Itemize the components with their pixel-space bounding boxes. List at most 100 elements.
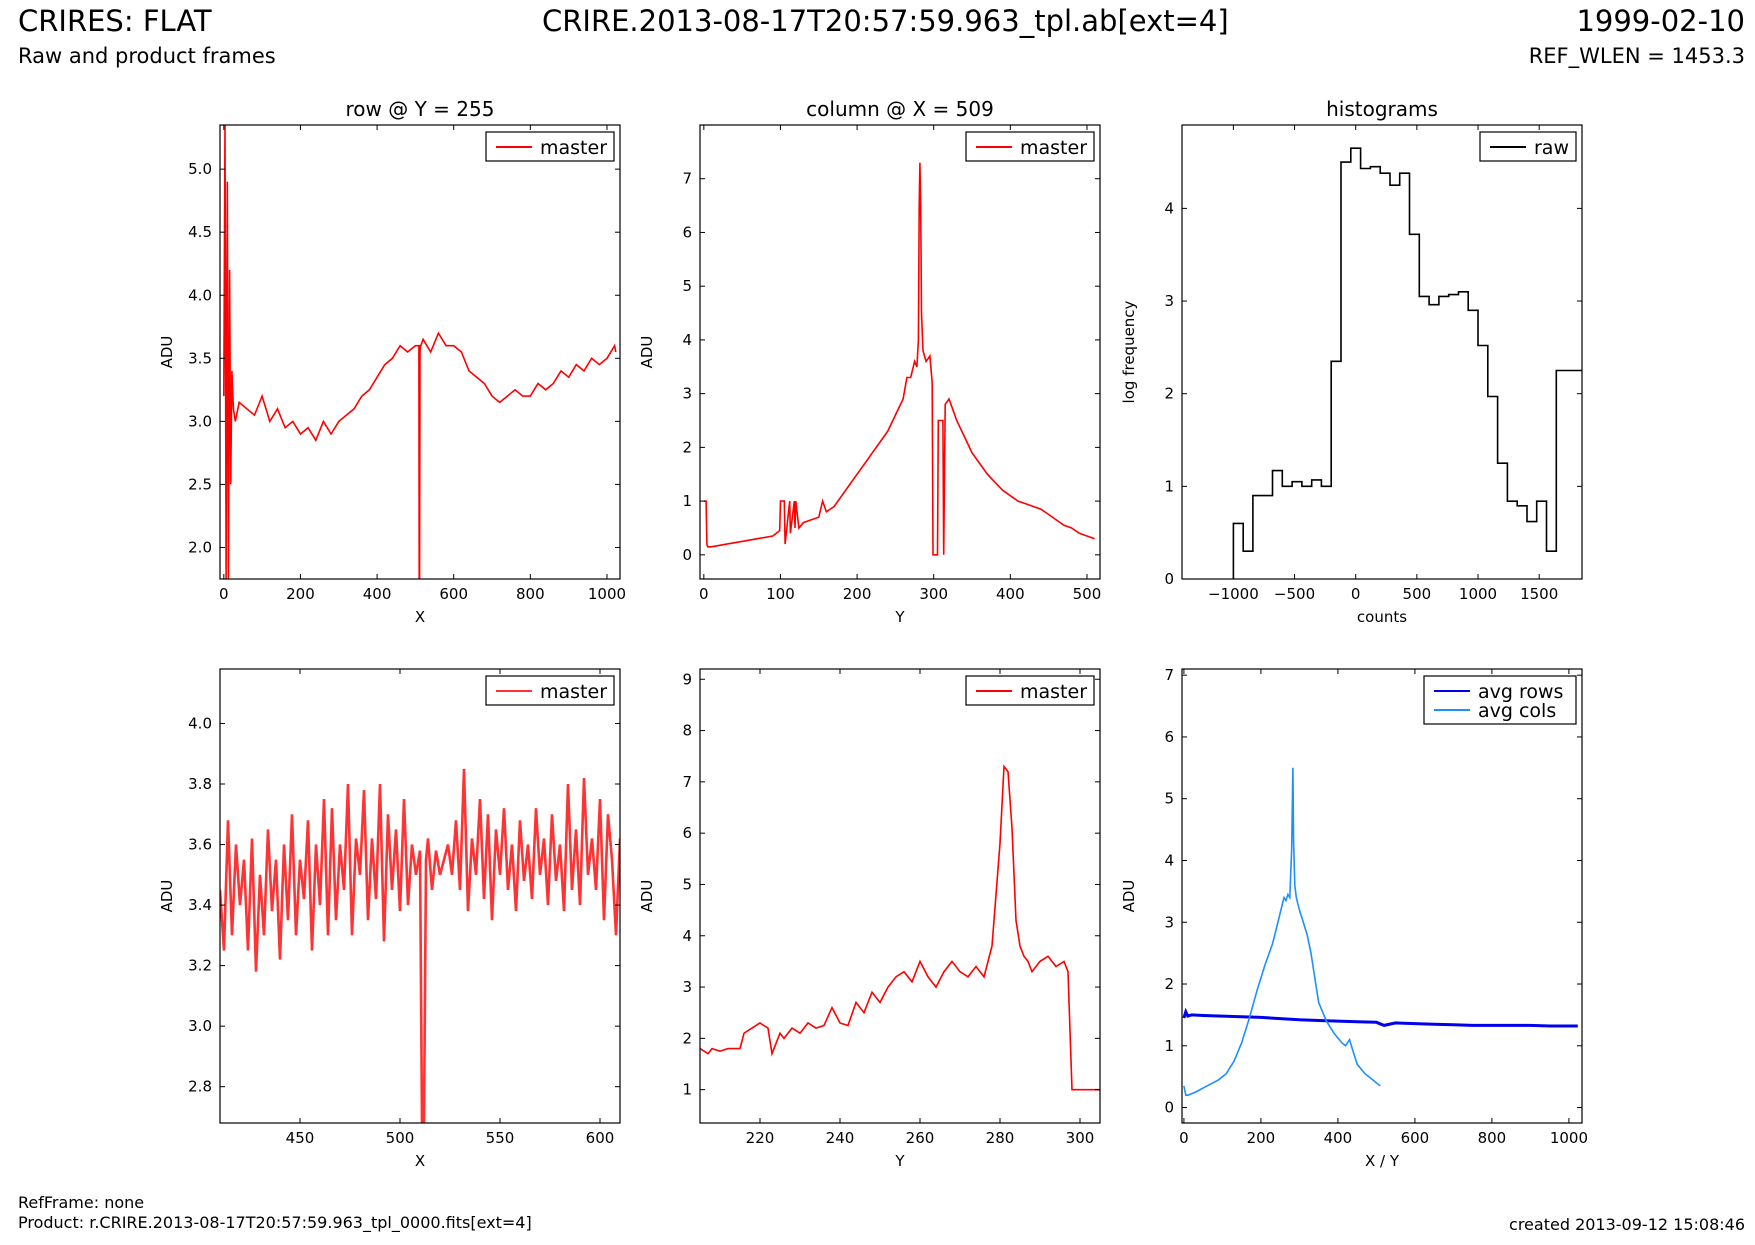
x-tick-label: 550 — [486, 1129, 515, 1147]
chart-panel-5 — [699, 668, 1101, 1124]
x-tick-label: 240 — [826, 1129, 855, 1147]
plot-frame — [219, 124, 621, 580]
y-tick-label: 2 — [682, 438, 692, 456]
x-tick-label: 260 — [906, 1129, 935, 1147]
legend-label: master — [1020, 137, 1087, 159]
product-note: Product: r.CRIRE.2013-08-17T20:57:59.963… — [18, 1213, 532, 1232]
x-axis-label: X — [415, 608, 425, 626]
y-tick-label: 2.0 — [188, 538, 212, 556]
y-tick-label: 0 — [1164, 1099, 1174, 1117]
y-tick-label: 4.5 — [188, 223, 212, 241]
y-tick-label: 7 — [682, 773, 692, 791]
y-tick-label: 6 — [682, 824, 692, 842]
y-tick-label: 1 — [682, 1081, 692, 1099]
plot-frame — [699, 668, 1101, 1124]
x-tick-label: 800 — [516, 585, 545, 603]
legend-label: avg rows — [1478, 681, 1563, 703]
y-tick-label: 6 — [682, 223, 692, 241]
y-axis-label: log frequency — [1120, 300, 1138, 403]
series-line-avg-rows — [1182, 1007, 1578, 1028]
x-tick-label: 0 — [1179, 1129, 1189, 1147]
y-tick-label: 4.0 — [188, 714, 212, 732]
y-tick-label: 5 — [682, 875, 692, 893]
x-tick-label: 500 — [1073, 585, 1102, 603]
y-axis-label: ADU — [158, 336, 176, 369]
y-tick-label: 3.6 — [188, 836, 212, 854]
y-tick-label: 1 — [1164, 477, 1174, 495]
x-tick-label: 500 — [386, 1129, 415, 1147]
x-tick-label: 400 — [996, 585, 1025, 603]
x-tick-label: 0 — [1351, 585, 1361, 603]
plot-title: histograms — [1326, 97, 1438, 121]
y-tick-label: 2 — [682, 1029, 692, 1047]
plot-frame — [1181, 668, 1583, 1124]
x-axis-label: Y — [894, 1152, 905, 1170]
y-tick-label: 6 — [1164, 728, 1174, 746]
y-axis-label: ADU — [638, 336, 656, 369]
series-line-master — [703, 162, 1095, 556]
y-tick-label: 4 — [682, 331, 692, 349]
y-axis-label: ADU — [638, 880, 656, 913]
legend-box — [1423, 675, 1577, 725]
x-axis-label: X — [415, 1152, 425, 1170]
x-tick-label: 600 — [586, 1129, 615, 1147]
x-tick-label: 400 — [1324, 1129, 1353, 1147]
y-tick-label: 3 — [682, 385, 692, 403]
x-tick-label: 300 — [919, 585, 948, 603]
y-tick-label: 3 — [1164, 292, 1174, 310]
x-tick-label: −1000 — [1208, 585, 1259, 603]
x-tick-label: 220 — [746, 1129, 775, 1147]
x-tick-label: 450 — [286, 1129, 315, 1147]
x-tick-label: 1000 — [1550, 1129, 1588, 1147]
y-tick-label: 2 — [1164, 385, 1174, 403]
legend-label: master — [540, 137, 607, 159]
report-date: 1999-02-10 — [1576, 4, 1745, 38]
x-tick-label: 600 — [439, 585, 468, 603]
y-tick-label: 0 — [1164, 570, 1174, 588]
y-tick-label: 3.0 — [188, 1017, 212, 1035]
y-tick-label: 4 — [1164, 199, 1174, 217]
x-axis-label: counts — [1357, 608, 1407, 626]
legend-label: raw — [1534, 137, 1569, 159]
y-tick-label: 5 — [1164, 790, 1174, 808]
legend-label: avg cols — [1478, 700, 1556, 722]
chart-panel-3 — [1181, 124, 1583, 580]
x-axis-label: Y — [894, 608, 905, 626]
y-tick-label: 3.5 — [188, 349, 212, 367]
x-tick-label: 600 — [1401, 1129, 1430, 1147]
y-tick-label: 3 — [682, 978, 692, 996]
y-tick-label: 4.0 — [188, 286, 212, 304]
y-tick-label: 3 — [1164, 913, 1174, 931]
y-axis-label: ADU — [1120, 880, 1138, 913]
ref-frame-note: RefFrame: none — [18, 1193, 145, 1212]
y-tick-label: 2 — [1164, 975, 1174, 993]
y-tick-label: 5 — [682, 277, 692, 295]
series-line-master — [220, 768, 620, 1123]
x-tick-label: 1500 — [1520, 585, 1558, 603]
y-tick-label: 3.4 — [188, 896, 212, 914]
x-tick-label: 300 — [1066, 1129, 1095, 1147]
plot-frame — [699, 124, 1101, 580]
x-tick-label: 1000 — [1459, 585, 1497, 603]
chart-panel-6 — [1181, 668, 1583, 1124]
x-axis-label: X / Y — [1365, 1152, 1400, 1170]
x-tick-label: 200 — [1247, 1129, 1276, 1147]
x-tick-label: 500 — [1403, 585, 1432, 603]
y-tick-label: 7 — [1164, 666, 1174, 684]
y-tick-label: 4 — [1164, 851, 1174, 869]
report-subtitle: Raw and product frames — [18, 44, 276, 68]
y-tick-label: 0 — [682, 546, 692, 564]
y-tick-label: 1 — [682, 492, 692, 510]
y-tick-label: 5.0 — [188, 160, 212, 178]
plot-frame — [1181, 124, 1583, 580]
chart-panel-4 — [219, 668, 621, 1124]
series-line-avg-cols — [1183, 767, 1381, 1096]
y-tick-label: 8 — [682, 722, 692, 740]
y-tick-label: 2.5 — [188, 475, 212, 493]
x-tick-label: 1000 — [588, 585, 626, 603]
x-tick-label: 800 — [1478, 1129, 1507, 1147]
y-tick-label: 3.8 — [188, 775, 212, 793]
series-line-master — [700, 764, 1100, 1091]
x-tick-label: 200 — [843, 585, 872, 603]
